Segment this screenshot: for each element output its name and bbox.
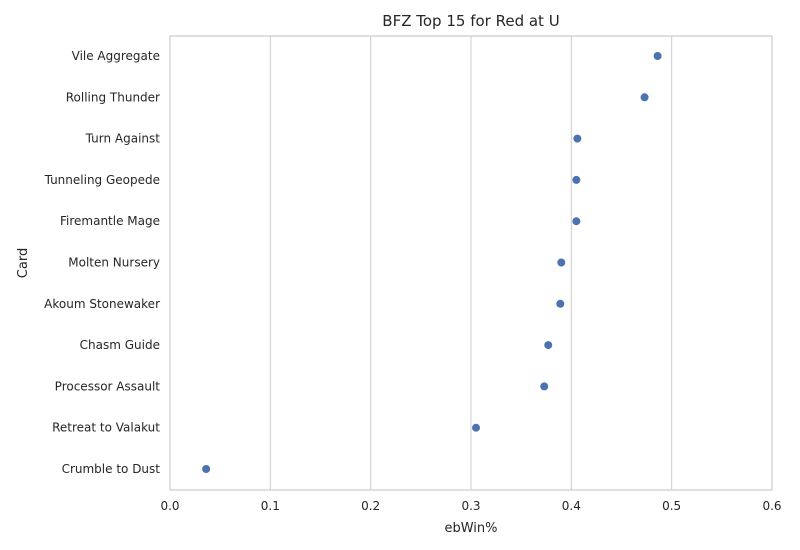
y-tick-label: Processor Assault	[55, 379, 161, 393]
y-tick-label: Rolling Thunder	[66, 90, 160, 104]
data-point	[653, 52, 662, 60]
data-point	[640, 93, 649, 102]
x-tick-label: 0.2	[361, 499, 380, 513]
data-point	[572, 217, 581, 226]
data-point	[557, 258, 566, 267]
data-point	[572, 175, 581, 184]
chart-title: BFZ Top 15 for Red at U	[382, 12, 559, 30]
y-tick-label: Tunneling Geopede	[44, 173, 160, 187]
y-tick-label: Retreat to Valakut	[52, 421, 160, 435]
x-tick-label: 0.4	[562, 499, 581, 513]
x-tick-labels: 0.0 0.1 0.2 0.3 0.4 0.5 0.6	[160, 499, 781, 513]
y-tick-label: Firemantle Mage	[60, 214, 160, 228]
y-tick-label: Chasm Guide	[80, 338, 160, 352]
x-axis-label: ebWin%	[444, 521, 497, 536]
data-point	[472, 423, 481, 432]
x-tick-label: 0.0	[160, 499, 179, 513]
y-tick-labels: Vile Aggregate Rolling Thunder Turn Agains…	[44, 49, 161, 476]
data-point	[544, 341, 553, 350]
x-tick-label: 0.3	[461, 499, 480, 513]
y-tick-label: Vile Aggregate	[72, 49, 160, 63]
data-point	[202, 465, 211, 473]
data-point	[573, 134, 582, 143]
grid-lines	[269, 36, 673, 490]
x-tick-label: 0.6	[762, 499, 781, 513]
y-tick-label: Akoum Stonewaker	[44, 297, 160, 311]
y-tick-label: Turn Against	[85, 132, 161, 146]
y-axis-label: Card	[16, 248, 31, 278]
data-points	[202, 52, 662, 473]
x-tick-label: 0.1	[261, 499, 280, 513]
y-tick-label: Crumble to Dust	[62, 462, 161, 476]
data-point	[556, 299, 565, 308]
y-tick-label: Molten Nursery	[68, 256, 160, 270]
plot-frame	[169, 35, 773, 491]
x-tick-label: 0.5	[662, 499, 681, 513]
data-point	[540, 382, 549, 391]
